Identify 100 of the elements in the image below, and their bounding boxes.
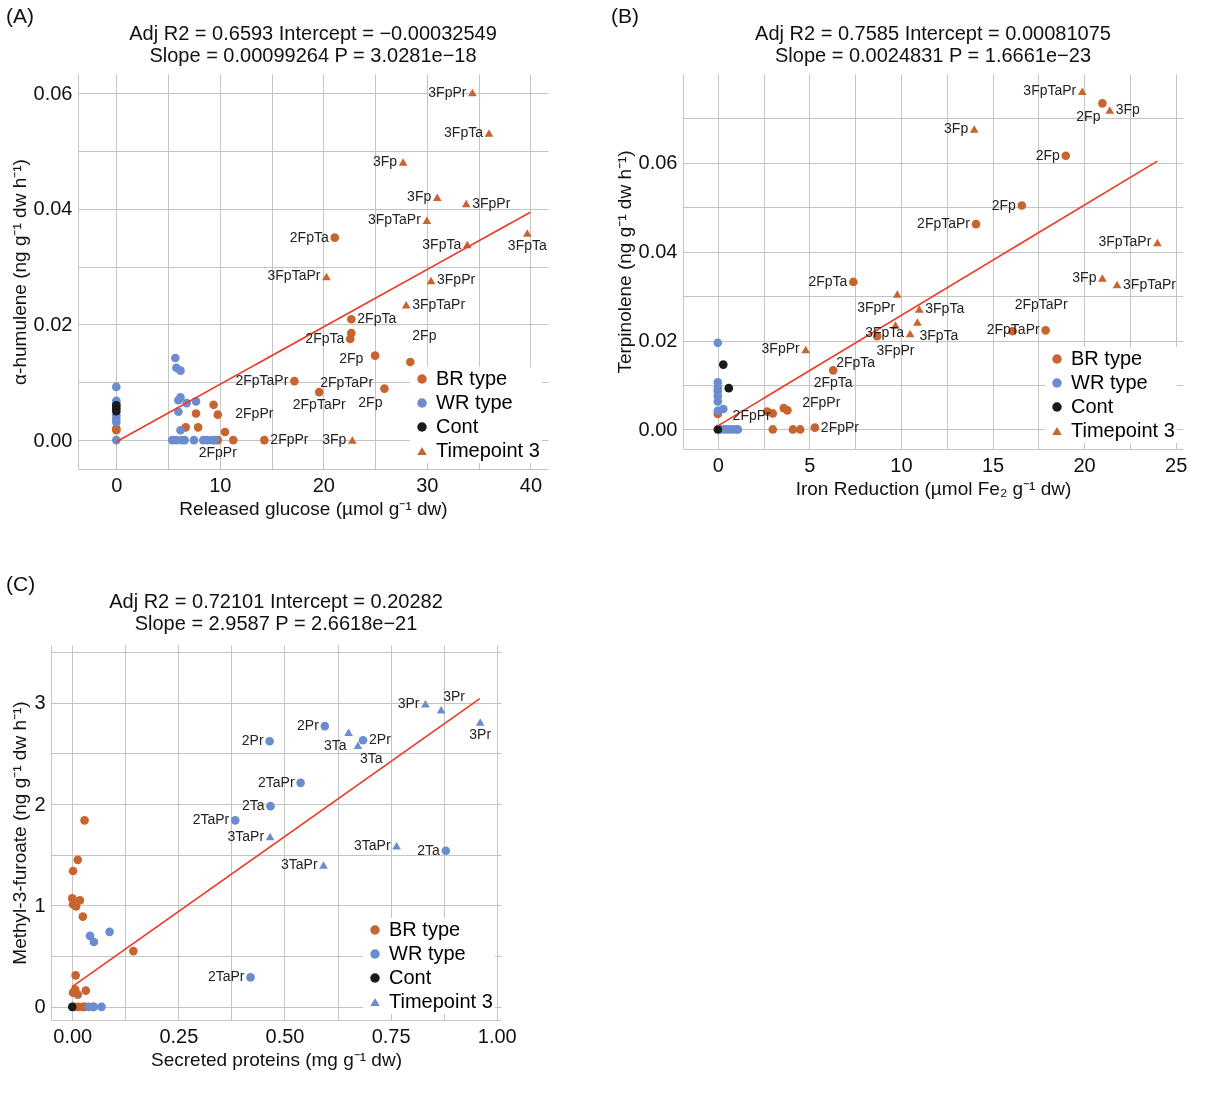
y-tick-label: 0 xyxy=(34,995,46,1018)
legend-label: Cont xyxy=(436,415,479,437)
legend-label: BR type xyxy=(389,918,461,940)
annotation: 2Fp xyxy=(1035,146,1060,163)
annotation: 3FpTaPr xyxy=(367,211,422,228)
text: (A) xyxy=(6,4,34,28)
x-tick-label: 0.50 xyxy=(265,1024,305,1047)
x-tick-label: 20 xyxy=(312,473,335,496)
annotation: 3FpTaPr xyxy=(267,267,321,284)
annotation: 2Fp xyxy=(358,393,383,410)
y-tick-label: 0.02 xyxy=(33,312,73,335)
x-tick-label: 30 xyxy=(416,473,439,496)
x-tick-label: 20 xyxy=(1073,453,1096,476)
x-tick-label: 10 xyxy=(209,473,232,496)
annotation: 3FpTa xyxy=(422,235,462,252)
annotation: 3Pr xyxy=(443,687,466,704)
x-tick-label: 15 xyxy=(981,453,1005,476)
legend-label: Cont xyxy=(389,966,432,988)
x-tick-label: 0.25 xyxy=(159,1024,199,1047)
annotation: 2TaPr xyxy=(258,773,295,790)
y-tick-label: 0.04 xyxy=(33,197,73,220)
legend-label: Timepoint 3 xyxy=(436,439,540,461)
annotation: 3FpPr xyxy=(761,340,801,357)
annotation: 3Fp xyxy=(407,188,432,205)
annotation: 3Ta xyxy=(359,750,383,767)
annotation: 2TaPr xyxy=(192,811,230,828)
annotation: 2FpPr xyxy=(198,444,238,461)
annotation: 2FpTaPr xyxy=(917,215,971,232)
x-axis-title: Iron Reduction (µmol Fe₂ g⁻¹ dw) xyxy=(795,477,1072,499)
y-axis-title: Terpinolene (ng g⁻¹ dw h⁻¹) xyxy=(613,150,635,374)
annotation: 2FpPr xyxy=(802,394,841,411)
annotation: 3FpTaPr xyxy=(1023,82,1077,99)
annotation: 3Fp xyxy=(372,152,398,169)
x-tick-label: 10 xyxy=(890,453,913,476)
y-tick-label: 0.04 xyxy=(638,240,678,263)
annotation: 2FpPr xyxy=(270,431,309,448)
annotation: 3FpPr xyxy=(472,194,511,211)
annotation: 2FpTa xyxy=(305,329,345,346)
y-tick-label: 0.02 xyxy=(638,329,678,352)
x-axis-title: Released glucose (µmol g⁻¹ dw) xyxy=(179,497,448,519)
x-tick-label: 5 xyxy=(804,453,816,476)
legend-label: BR type xyxy=(436,367,508,389)
annotation: 2Fp xyxy=(1076,108,1101,125)
annotation: 3FpTaPr xyxy=(412,295,466,312)
annotation: 3TaPr xyxy=(227,827,265,844)
annotation: 2FpTaPr xyxy=(292,396,346,413)
x-tick-label: 0 xyxy=(111,473,123,496)
annotation: 3TaPr xyxy=(353,836,391,853)
annotation: 3FpTa xyxy=(925,300,965,317)
annotation: 2TaPr xyxy=(207,968,245,985)
annotation: 3TaPr xyxy=(280,855,318,872)
annotation: 2Fp xyxy=(412,327,437,344)
y-tick-label: 0.00 xyxy=(638,417,678,440)
annotation: 2Pr xyxy=(297,717,320,734)
annotation: 2FpTaPr xyxy=(235,372,289,389)
annotation: 2FpTaPr xyxy=(1014,296,1068,313)
annotation: 3FpPr xyxy=(876,342,915,359)
annotation: 3FpPr xyxy=(428,83,467,100)
annotation: 3Fp xyxy=(1072,268,1097,285)
legend-label: WR type xyxy=(1071,371,1148,393)
annotation: 3FpTa xyxy=(507,237,547,254)
annotation: 2FpPr xyxy=(732,407,772,424)
text: (B) xyxy=(611,4,639,28)
chart-subtitle: Slope = 2.9587 P = 2.6618e−21 xyxy=(134,612,418,635)
annotation: 2FpTa xyxy=(357,310,397,327)
annotation: 2Fp xyxy=(991,196,1017,213)
legend-label: WR type xyxy=(436,391,513,413)
x-tick-label: 40 xyxy=(519,473,543,496)
annotation: 3Fp xyxy=(944,120,969,137)
text: (C) xyxy=(6,572,36,596)
y-tick-label: 2 xyxy=(34,792,46,815)
y-tick-label: 3 xyxy=(34,691,46,714)
legend-label: Timepoint 3 xyxy=(389,990,493,1012)
annotation: 3FpTaPr xyxy=(1098,233,1152,250)
annotation: 3Fp xyxy=(322,431,347,448)
annotation: 2Ta xyxy=(241,797,265,814)
chart-title: Adj R2 = 0.7585 Intercept = 0.00081075 xyxy=(755,22,1111,44)
annotation: 2FpTa xyxy=(808,272,848,289)
annotation: 3Pr xyxy=(469,726,492,743)
x-tick-label: 25 xyxy=(1165,453,1188,476)
annotation: 2FpTaPr xyxy=(986,321,1040,338)
annotation: 2Ta xyxy=(417,841,441,858)
y-tick-label: 1 xyxy=(34,893,46,916)
x-axis-title: Secreted proteins (mg g⁻¹ dw) xyxy=(151,1048,402,1070)
annotation: 3Pr xyxy=(397,694,420,711)
annotation: 2FpTa xyxy=(289,228,329,245)
annotation: 2Pr xyxy=(241,732,264,749)
annotation: 3FpTa xyxy=(919,326,959,343)
y-tick-label: 0.06 xyxy=(33,81,73,104)
annotation: 3FpPr xyxy=(437,271,476,288)
y-tick-label: 0.06 xyxy=(638,151,678,174)
annotation: 2FpTa xyxy=(813,374,853,391)
x-tick-label: 0 xyxy=(712,453,724,476)
annotation: 2Pr xyxy=(369,731,392,748)
legend-label: Cont xyxy=(1071,395,1114,417)
annotation: 2FpPr xyxy=(235,405,274,422)
legend-label: Timepoint 3 xyxy=(1071,419,1175,441)
x-tick-label: 1.00 xyxy=(477,1024,517,1047)
annotation: 3Ta xyxy=(324,737,347,754)
chart-subtitle: Slope = 0.00099264 P = 3.0281e−18 xyxy=(149,44,477,66)
